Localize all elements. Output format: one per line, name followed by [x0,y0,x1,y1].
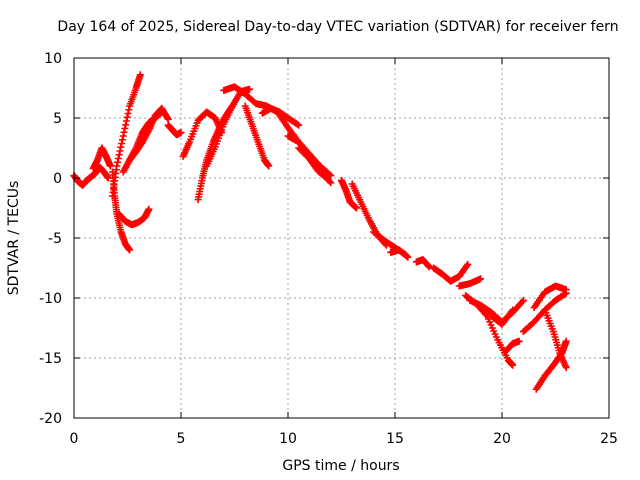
data-point [117,143,125,151]
data-point [562,286,570,294]
data-point [122,121,130,129]
series-track-07 [126,104,172,164]
data-point [424,262,432,270]
series-track-30 [530,282,570,312]
series-track-22 [412,256,433,271]
data-point [518,298,526,306]
data-point [404,253,412,261]
data-point [325,170,333,178]
data-point [114,158,122,166]
data-point [403,252,411,260]
x-tick-label: 25 [600,431,618,447]
series-track-08 [164,121,185,139]
data-point [477,275,485,283]
y-tick-label: 5 [53,111,62,127]
data-point [145,205,153,213]
series-track-31 [532,337,570,393]
y-tick-label: -10 [39,291,62,307]
series-track-32 [541,306,570,372]
series-track-24 [455,275,485,290]
data-point [118,136,126,144]
data-point [323,174,331,182]
data-point [177,128,185,136]
data-point [120,128,128,136]
data-point [464,260,472,268]
axis-ticks: 0 5 10 15 20 25 -20 -15 -10 -5 0 5 10 [39,51,618,447]
data-point [118,140,126,147]
series-track-13 [241,102,273,170]
data-point [265,162,273,170]
x-tick-label: 5 [177,431,186,447]
data-point [295,121,303,129]
series-track-28 [502,337,523,355]
y-tick-label: 0 [53,171,62,187]
series-track-18 [338,176,360,212]
data-point [509,306,517,314]
data-point [515,337,523,345]
y-axis-label: SDTVAR / TECUs [6,181,22,296]
data-point [126,246,134,254]
y-tick-label: -15 [39,351,62,367]
data-point [562,364,570,372]
series-track-05 [115,205,153,229]
data-point [509,361,517,369]
data-point [121,125,129,132]
data-point [106,162,114,170]
data-point [125,106,133,114]
data-point [321,173,329,181]
series-track-29 [519,289,570,336]
series-track-02 [89,144,114,172]
data-point [245,85,253,93]
x-tick-label: 20 [493,431,511,447]
data-point [163,114,171,122]
data-point [119,132,127,140]
data-point [327,179,335,187]
data-point [293,120,301,128]
y-tick-label: -5 [48,231,62,247]
x-axis-label: GPS time / hours [282,458,399,474]
grid [74,58,609,418]
series-track-04 [109,71,144,200]
series-track-15 [273,108,335,180]
series-track-27 [487,306,517,328]
data-point [122,117,130,125]
x-tick-label: 10 [279,431,297,447]
data-point [519,296,527,304]
data-point [114,155,122,162]
y-tick-label: 10 [44,51,62,67]
x-tick-label: 0 [70,431,79,447]
x-tick-label: 15 [386,431,404,447]
data-point [327,172,335,180]
data-point [113,162,121,170]
series-track-17 [295,144,331,182]
data-point [124,110,132,117]
series-track-23 [430,260,472,285]
data-point [115,151,123,159]
series-track-11 [203,85,253,170]
data-point [123,113,131,121]
data-points [70,71,570,393]
y-tick-label: -20 [39,411,62,427]
data-point [136,71,144,79]
series-track-21 [387,246,412,261]
data-point [463,262,471,270]
data-point [164,115,172,123]
data-point [425,263,433,271]
chart-title: Day 164 of 2025, Sidereal Day-to-day VTE… [57,19,618,35]
data-point [562,337,570,345]
data-point [116,147,124,155]
data-point [352,204,360,212]
